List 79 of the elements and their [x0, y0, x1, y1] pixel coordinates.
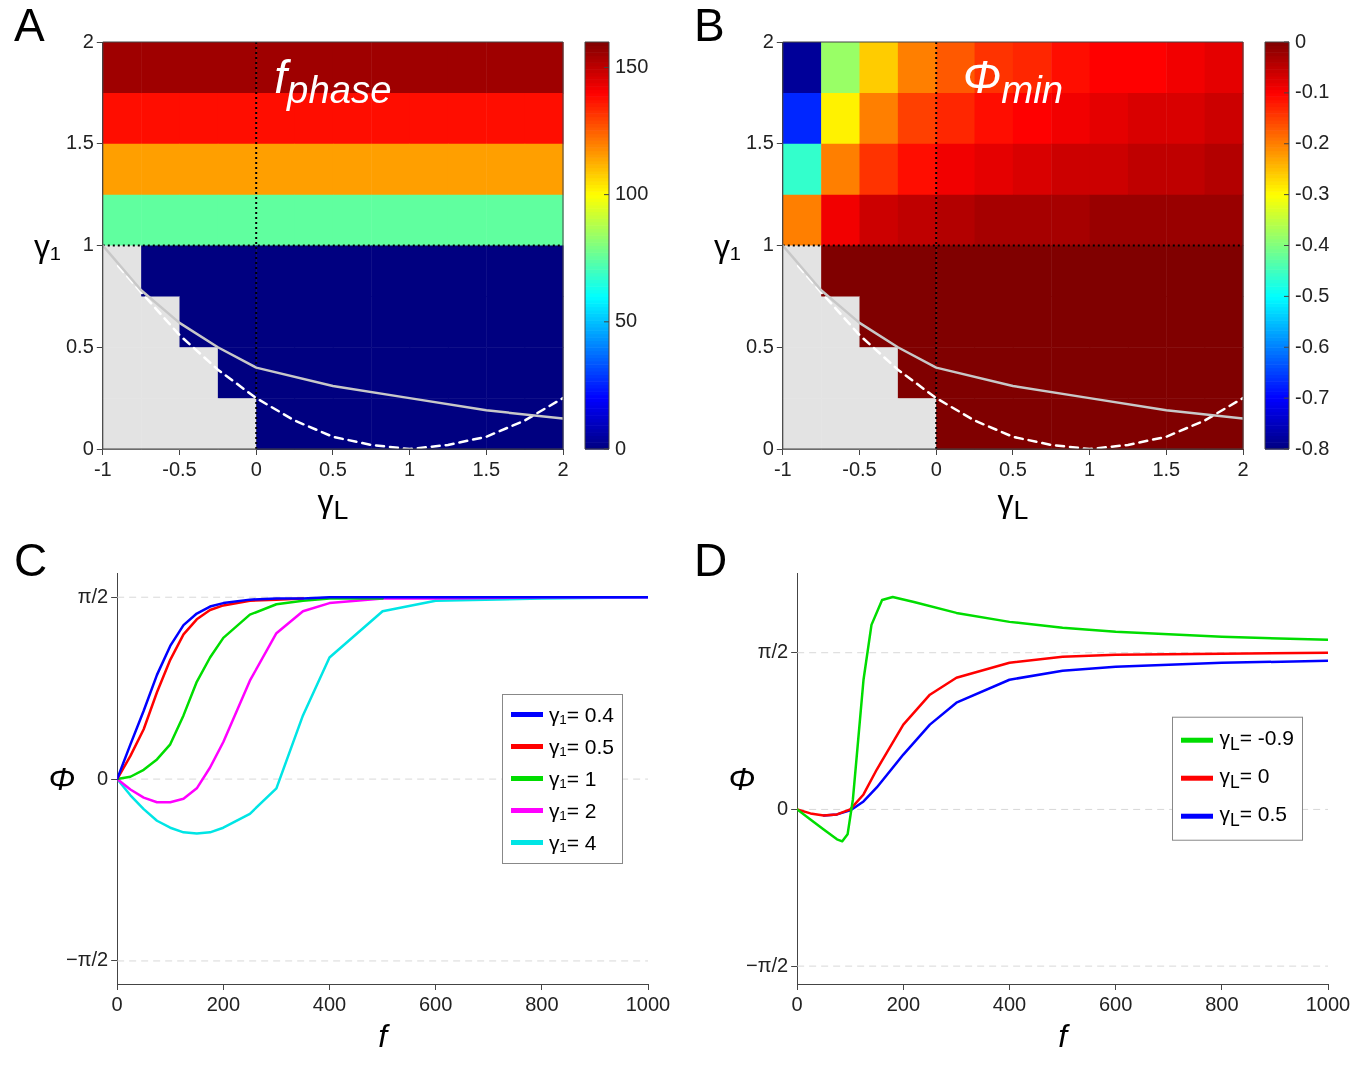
x-tick-label: -1	[93, 457, 112, 480]
y-tick-label: 1	[82, 233, 94, 256]
color-bar-label: -0.8	[1295, 436, 1330, 459]
x-axis-title: f	[378, 1018, 388, 1054]
chart-title: f$_{phase}$	[274, 50, 392, 113]
x-tick-label: 200	[886, 992, 921, 1015]
x-tick-label: -1	[773, 457, 792, 480]
x-tick-label: 0	[250, 457, 262, 480]
line-series	[796, 264, 1243, 449]
x-axis-title: f	[1058, 1018, 1068, 1054]
x-tick-label: 2	[557, 457, 569, 480]
legend-label: γ₁= 4	[549, 829, 597, 856]
x-tick-label: 0	[791, 992, 803, 1015]
x-tick-label: 0.5	[319, 457, 347, 480]
y-tick-label: 0	[777, 796, 789, 819]
y-tick-label: 0	[762, 436, 774, 459]
text: A	[14, 0, 45, 51]
y-tick-label: 0	[82, 436, 94, 459]
y-tick-label: 1.5	[745, 131, 774, 154]
x-axis-title: γ$_{L}$	[317, 483, 349, 528]
x-tick-label: 200	[206, 992, 241, 1015]
color-bar-label: -0.7	[1295, 385, 1330, 408]
y-tick-label: 0	[97, 766, 109, 789]
x-tick-label: 2	[1237, 457, 1249, 480]
x-tick-label: 0.5	[999, 457, 1027, 480]
text: D	[694, 534, 728, 586]
y-tick-label: 1.5	[65, 131, 94, 154]
x-tick-label: 800	[525, 992, 559, 1015]
legend-label: γ$_{L}$= 0.5	[1219, 800, 1287, 832]
legend-label: γ₁= 0.4	[549, 701, 614, 728]
color-bar-label: 0	[615, 436, 627, 459]
y-tick-label: 2	[762, 29, 774, 52]
text: C	[14, 534, 48, 586]
x-tick-label: -0.5	[842, 457, 877, 480]
x-tick-label: 1.5	[1152, 457, 1181, 480]
y-tick-label: −π/2	[745, 953, 789, 976]
x-tick-label: 1.5	[472, 457, 501, 480]
color-bar-label: -0.1	[1295, 80, 1330, 103]
y-axis-title: γ₁	[34, 227, 61, 264]
y-tick-label: 2	[82, 29, 94, 52]
color-bar-label: -0.4	[1295, 233, 1330, 256]
x-tick-label: -0.5	[162, 457, 197, 480]
color-bar-label: 50	[615, 309, 638, 332]
text: B	[694, 0, 725, 51]
color-bar-label: -0.2	[1295, 131, 1330, 154]
legend-label: γ$_{L}$= 0	[1219, 762, 1270, 794]
y-tick-label: 1	[762, 233, 774, 256]
color-bar-label: 0	[1295, 29, 1307, 52]
legend-label: γ₁= 0.5	[549, 733, 614, 760]
y-tick-label: −π/2	[65, 948, 109, 971]
x-tick-label: 0	[111, 992, 123, 1015]
x-tick-label: 400	[992, 992, 1027, 1015]
y-axis-title: γ₁	[714, 227, 741, 264]
x-tick-label: 1	[1084, 457, 1096, 480]
color-bar-label: 100	[615, 182, 649, 205]
y-tick-label: π/2	[757, 640, 789, 663]
legend-label: γ₁= 1	[549, 765, 597, 792]
y-axis-title: Φ	[48, 760, 76, 797]
y-tick-label: 0.5	[65, 334, 94, 357]
x-axis-title: γ$_{L}$	[997, 483, 1029, 528]
x-tick-label: 800	[1205, 992, 1239, 1015]
x-tick-label: 1	[404, 457, 416, 480]
line-series	[116, 264, 563, 449]
y-tick-label: 0.5	[745, 334, 774, 357]
color-bar-label: 150	[615, 54, 649, 77]
color-bar-label: -0.3	[1295, 182, 1330, 205]
color-bar-label: -0.5	[1295, 283, 1330, 306]
x-tick-label: 1000	[625, 992, 671, 1015]
legend-label: γ$_{L}$= -0.9	[1219, 724, 1294, 756]
x-tick-label: 400	[312, 992, 347, 1015]
x-tick-label: 600	[418, 992, 453, 1015]
y-tick-label: π/2	[77, 584, 109, 607]
chart-title: Φ$_{min}$	[962, 50, 1064, 113]
color-bar-label: -0.6	[1295, 334, 1330, 357]
x-tick-label: 600	[1098, 992, 1133, 1015]
x-tick-label: 0	[930, 457, 942, 480]
x-tick-label: 1000	[1305, 992, 1351, 1015]
y-axis-title: Φ	[728, 760, 756, 797]
legend-label: γ₁= 2	[549, 797, 597, 824]
